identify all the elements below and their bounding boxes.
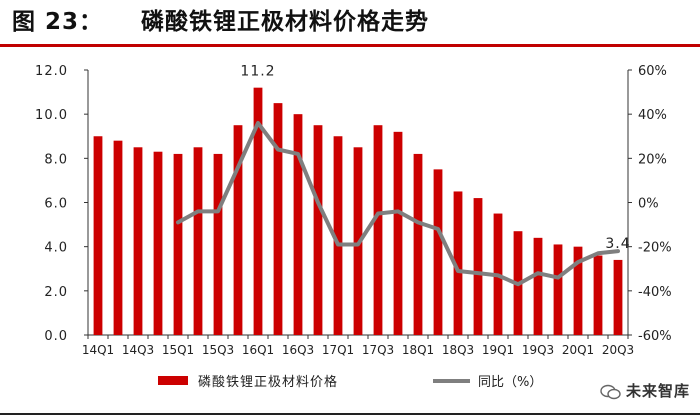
- y-left-tick-label: 2.0: [44, 285, 68, 300]
- bar: [613, 259, 623, 335]
- figure-title: 图 23： 磷酸铁锂正极材料价格走势: [6, 2, 694, 42]
- figure-caption: 磷酸铁锂正极材料价格走势: [141, 9, 430, 35]
- bar: [133, 147, 143, 335]
- bar: [313, 125, 323, 335]
- x-tick-label: 18Q3: [442, 343, 474, 357]
- bar: [553, 244, 563, 335]
- bar: [413, 153, 423, 335]
- bar: [473, 198, 483, 335]
- x-tick-label: 19Q1: [482, 343, 514, 357]
- bar: [153, 151, 163, 335]
- y-left-tick-label: 6.0: [44, 197, 68, 212]
- x-tick-label: 14Q1: [82, 343, 114, 357]
- legend-swatch-bar: [158, 376, 188, 385]
- y-left-tick-label: 4.0: [44, 241, 68, 256]
- y-left-tick-label: 0.0: [44, 329, 68, 344]
- legend-label-bar: 磷酸铁锂正极材料价格: [198, 374, 338, 390]
- bar: [253, 87, 263, 336]
- y-right-tick-label: -20%: [638, 241, 672, 256]
- bar: [193, 147, 203, 335]
- bar: [273, 103, 283, 335]
- y-left-tick-label: 12.0: [35, 64, 68, 79]
- bar: [433, 169, 443, 335]
- x-tick-label: 15Q3: [202, 343, 234, 357]
- y-left-tick-label: 8.0: [44, 152, 68, 167]
- title-rule: [0, 44, 700, 47]
- bar: [573, 246, 583, 335]
- y-right-tick-label: -40%: [638, 285, 672, 300]
- bar: [393, 131, 403, 335]
- bar: [213, 153, 223, 335]
- watermark: 未来智库: [600, 379, 690, 403]
- y-right-tick-label: 60%: [638, 64, 667, 79]
- bar: [593, 255, 603, 335]
- y-right-tick-label: 0%: [638, 197, 659, 212]
- data-label: 11.2: [240, 64, 275, 80]
- x-tick-label: 16Q3: [282, 343, 314, 357]
- x-tick-label: 15Q1: [162, 343, 194, 357]
- y-right-tick-label: 20%: [638, 152, 667, 167]
- bottom-rule: [0, 413, 700, 415]
- x-tick-label: 16Q1: [242, 343, 274, 357]
- x-tick-label: 18Q1: [402, 343, 434, 357]
- bar: [93, 136, 103, 335]
- y-right-tick-label: 40%: [638, 108, 667, 123]
- bar: [233, 125, 243, 335]
- x-tick-label: 17Q1: [322, 343, 354, 357]
- y-left-tick-label: 10.0: [35, 108, 68, 123]
- data-label: 3.4: [605, 236, 630, 252]
- bar: [373, 125, 383, 335]
- x-tick-label: 14Q3: [122, 343, 154, 357]
- y-right-tick-label: -60%: [638, 329, 672, 344]
- bar: [173, 153, 183, 335]
- figure-label: 图 23：: [12, 9, 104, 35]
- bar: [113, 140, 123, 335]
- x-tick-label: 19Q3: [522, 343, 554, 357]
- bar: [293, 114, 303, 336]
- bar: [533, 237, 543, 335]
- x-tick-label: 20Q1: [562, 343, 594, 357]
- wechat-icon: [600, 384, 621, 399]
- bar: [453, 191, 463, 335]
- bar: [333, 136, 343, 335]
- watermark-text: 未来智库: [625, 382, 690, 400]
- x-tick-label: 17Q3: [362, 343, 394, 357]
- x-tick-label: 20Q3: [602, 343, 634, 357]
- legend-label-line: 同比（%）: [478, 375, 542, 390]
